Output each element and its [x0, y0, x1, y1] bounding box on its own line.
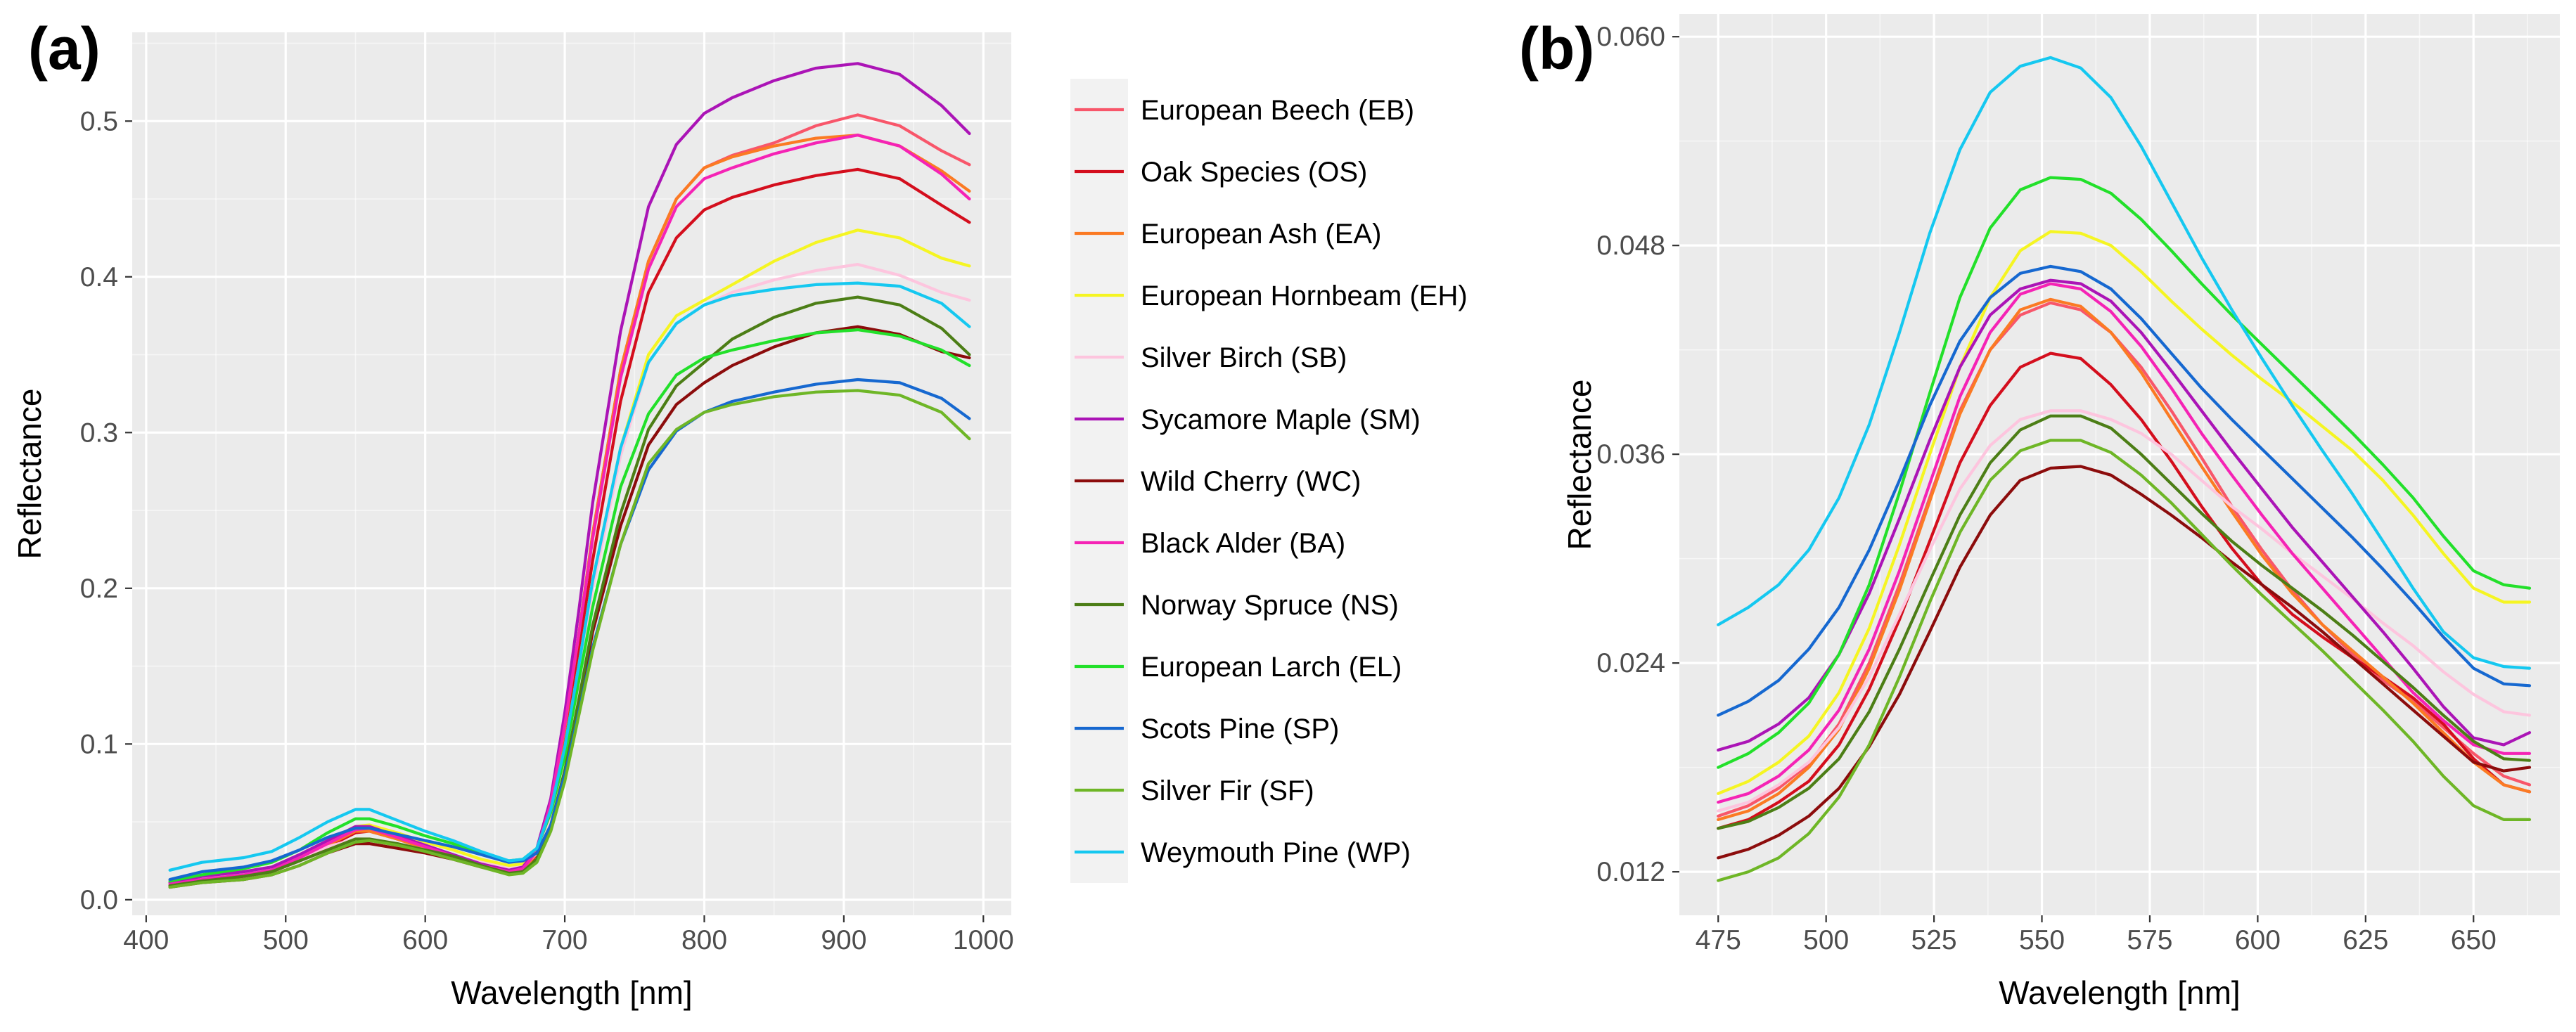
series-line-silver-birch-sb [1717, 409, 2532, 813]
legend-label: European Ash (EA) [1141, 219, 1381, 250]
legend-label: European Larch (EL) [1141, 652, 1402, 683]
x-tick-label: 400 [123, 925, 169, 955]
x-tick-label: 550 [2019, 925, 2065, 955]
legend-item: Silver Birch (SB) [1075, 342, 1347, 373]
y-tick-label: 0.4 [80, 262, 118, 292]
x-tick-label: 700 [542, 925, 588, 955]
series-line-oak-species-os [1717, 351, 2532, 830]
series-line-weymouth-pine-wp [1717, 56, 2532, 670]
panel-label: (a) [28, 15, 101, 82]
legend-label: Wild Cherry (WC) [1141, 466, 1361, 497]
legend: European Beech (EB) Oak Species (OS) Europ… [1070, 79, 1468, 883]
legend-item: European Hornbeam (EH) [1075, 280, 1468, 311]
x-tick-label: 900 [821, 925, 866, 955]
legend-label: Silver Fir (SF) [1141, 775, 1314, 806]
legend-item: Wild Cherry (WC) [1075, 466, 1361, 497]
y-tick-label: 0.5 [80, 106, 118, 136]
y-axis-title: Reflectance [11, 389, 48, 560]
legend-item: Sycamore Maple (SM) [1075, 404, 1421, 435]
series-line-scots-pine-sp [168, 378, 971, 882]
series-line-sycamore-maple-sm [1717, 278, 2532, 752]
legend-item: Weymouth Pine (WP) [1075, 837, 1411, 868]
x-tick-label: 625 [2343, 925, 2388, 955]
x-tick-label: 600 [2235, 925, 2281, 955]
x-axis-title: Wavelength [nm] [451, 974, 692, 1011]
legend-item: European Larch (EL) [1075, 652, 1402, 683]
legend-label: European Hornbeam (EH) [1141, 280, 1468, 311]
y-tick-label: 0.1 [80, 729, 118, 759]
x-tick-label: 500 [263, 925, 309, 955]
series-line-european-larch-el [1717, 176, 2532, 769]
legend-item: Silver Fir (SF) [1075, 775, 1314, 806]
series-line-european-hornbeam-eh [1717, 230, 2532, 795]
legend-item: Scots Pine (SP) [1075, 714, 1339, 744]
legend-label: European Beech (EB) [1141, 95, 1414, 126]
x-tick-label: 475 [1696, 925, 1741, 955]
series-line-weymouth-pine-wp [168, 281, 971, 872]
plot-background [132, 32, 1011, 915]
x-tick-label: 525 [1911, 925, 1957, 955]
panel-label: (b) [1519, 15, 1594, 82]
series-line-wild-cherry-wc [1717, 465, 2532, 860]
legend-label: Silver Birch (SB) [1141, 342, 1347, 373]
x-axis-title: Wavelength [nm] [1999, 974, 2240, 1011]
y-tick-label: 0.024 [1596, 648, 1665, 678]
y-tick-label: 0.012 [1596, 857, 1665, 887]
y-tick-label: 0.036 [1596, 439, 1665, 470]
y-axis-title: Reflectance [1561, 380, 1598, 550]
legend-item: European Beech (EB) [1075, 95, 1414, 126]
x-tick-label: 650 [2451, 925, 2497, 955]
legend-label: Weymouth Pine (WP) [1141, 837, 1411, 868]
x-tick-label: 575 [2127, 925, 2172, 955]
series-line-european-ash-ea [1717, 297, 2532, 822]
legend-label: Sycamore Maple (SM) [1141, 404, 1421, 435]
legend-label: Oak Species (OS) [1141, 157, 1367, 188]
series-line-norway-spruce-ns [1717, 414, 2532, 830]
y-tick-label: 0.3 [80, 418, 118, 448]
series-line-silver-fir-sf [168, 389, 971, 889]
legend-item: European Ash (EA) [1075, 219, 1381, 250]
x-tick-label: 500 [1803, 925, 1849, 955]
legend-label: Black Alder (BA) [1141, 528, 1345, 559]
legend-item: Norway Spruce (NS) [1075, 590, 1399, 621]
legend-label: Scots Pine (SP) [1141, 714, 1339, 744]
y-tick-label: 0.0 [80, 885, 118, 915]
series-line-scots-pine-sp [1717, 264, 2532, 717]
y-tick-label: 0.048 [1596, 231, 1665, 261]
legend-item: Oak Species (OS) [1075, 157, 1367, 188]
series-line-silver-fir-sf [1717, 439, 2532, 882]
panel-a: 400 500 600 700 800 900 1000 0.0 0.1 0.2 0.3 0.4 0.5… [11, 15, 1014, 1011]
x-tick-label: 600 [402, 925, 448, 955]
legend-label: Norway Spruce (NS) [1141, 590, 1399, 621]
legend-item: Black Alder (BA) [1075, 528, 1345, 559]
x-tick-label: 800 [681, 925, 727, 955]
y-tick-label: 0.2 [80, 574, 118, 604]
y-tick-label: 0.060 [1596, 22, 1665, 52]
panel-b: 475 500 525 550 575 600 625 650 0.012 0.024 0.036 0… [1519, 14, 2560, 1011]
x-tick-label: 1000 [953, 925, 1014, 955]
